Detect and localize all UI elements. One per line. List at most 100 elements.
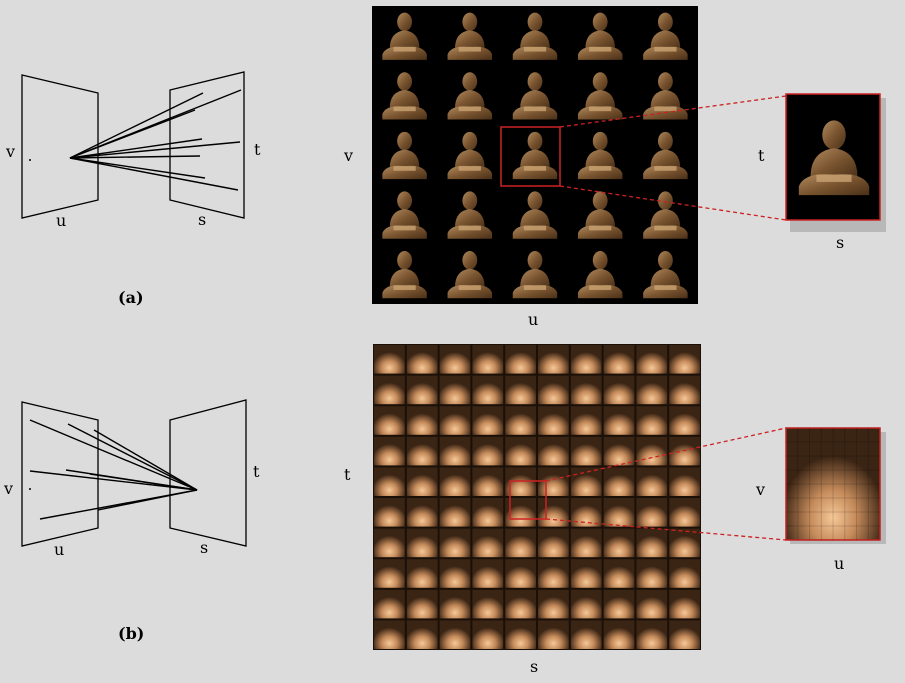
grid-b-tile bbox=[570, 345, 602, 374]
st-plane-a bbox=[169, 71, 245, 219]
zoom-b-pixel bbox=[867, 511, 881, 527]
grid-b-tile bbox=[439, 559, 471, 588]
grid-b-tile bbox=[374, 589, 405, 619]
grid-b-tile bbox=[570, 467, 602, 496]
zoom-b-pixel bbox=[856, 469, 869, 485]
grid-b-tile bbox=[603, 467, 635, 496]
zoom-b-pixel bbox=[820, 455, 834, 471]
grid-b-tile bbox=[472, 467, 504, 496]
zoom-b-pixel bbox=[785, 497, 799, 513]
zoom-b-pixel bbox=[856, 455, 869, 471]
grid-b-tile bbox=[538, 559, 569, 588]
grid-b-tile bbox=[439, 345, 471, 374]
zoom-b-pixel bbox=[785, 427, 799, 443]
grid-b-tile bbox=[439, 406, 471, 435]
zoom-b-pixel bbox=[809, 525, 822, 541]
grid-b-tile bbox=[570, 436, 602, 466]
zoom-lines-a bbox=[559, 95, 787, 221]
grid-b-tile bbox=[374, 467, 405, 496]
grid-b-tile bbox=[636, 559, 668, 588]
grid-b-tile bbox=[472, 406, 504, 435]
zoom-b-pixel bbox=[797, 455, 811, 471]
grid-b-tile bbox=[439, 589, 471, 619]
grid-b-tile bbox=[505, 406, 536, 435]
grid-b-tile bbox=[472, 436, 504, 466]
grid-b-tile bbox=[570, 559, 602, 588]
zoom-b-pixel bbox=[820, 511, 834, 527]
zoom-b-pixel bbox=[832, 483, 846, 499]
zoom-b-pixel bbox=[832, 441, 846, 457]
grid-b-tile bbox=[669, 436, 700, 466]
grid-b-tile bbox=[669, 620, 700, 649]
grid-b-tile bbox=[505, 620, 536, 649]
grid-b-tile bbox=[636, 345, 668, 374]
grid-b-tile bbox=[406, 589, 438, 619]
grid-b-tile bbox=[603, 589, 635, 619]
zoom-b-pixel bbox=[809, 455, 822, 471]
grid-b-tile bbox=[636, 436, 668, 466]
grid-b-tile bbox=[439, 436, 471, 466]
grid-b-tile bbox=[538, 345, 569, 374]
grid-b-tile bbox=[669, 589, 700, 619]
grid-a-label-v: v bbox=[344, 146, 354, 165]
zoom-b-pixel bbox=[785, 469, 799, 485]
grid-b-tile bbox=[406, 375, 438, 405]
zoom-a-label-t: t bbox=[758, 146, 765, 165]
zoom-b-pixel bbox=[867, 525, 881, 541]
grid-b-label-t: t bbox=[344, 465, 351, 484]
diagram-b-label-u: u bbox=[54, 540, 65, 559]
zoom-b-pixel bbox=[867, 427, 881, 443]
grid-b-tile bbox=[472, 620, 504, 649]
grid-b-tile bbox=[505, 589, 536, 619]
grid-b-tile bbox=[374, 345, 405, 374]
grid-b-tile bbox=[603, 528, 635, 558]
grid-b-tile bbox=[538, 498, 569, 527]
zoom-a-label-s: s bbox=[836, 233, 845, 252]
grid-b-tile bbox=[505, 436, 536, 466]
grid-b-tile bbox=[603, 345, 635, 374]
grid-b-tile bbox=[538, 436, 569, 466]
zoom-b-pixel bbox=[844, 525, 858, 541]
grid-b-tile bbox=[406, 436, 438, 466]
zoom-b-pixel bbox=[844, 483, 858, 499]
uv-plane-a bbox=[21, 74, 99, 219]
grid-b-tile bbox=[374, 498, 405, 527]
grid-b-tile bbox=[538, 620, 569, 649]
grid-b-tile bbox=[636, 467, 668, 496]
grid-b-tile bbox=[505, 559, 536, 588]
zoom-b-pixel bbox=[867, 469, 881, 485]
zoom-b-pixel bbox=[820, 497, 834, 513]
zoom-b-pixel bbox=[785, 455, 799, 471]
zoom-b-pixel bbox=[820, 469, 834, 485]
zoom-b-pixel bbox=[844, 469, 858, 485]
zoom-b-pixel bbox=[820, 427, 834, 443]
zoom-b-pixel bbox=[832, 511, 846, 527]
rays-a bbox=[69, 89, 242, 191]
grid-b-tile bbox=[374, 559, 405, 588]
grid-b-tile bbox=[570, 589, 602, 619]
zoom-b-pixel bbox=[867, 483, 881, 499]
zoom-b-pixel bbox=[867, 455, 881, 471]
grid-b-tile bbox=[636, 375, 668, 405]
grid-b-tile bbox=[669, 559, 700, 588]
zoom-b-pixel bbox=[856, 483, 869, 499]
grid-b-tile bbox=[538, 375, 569, 405]
grid-b-tile bbox=[472, 498, 504, 527]
grid-a bbox=[372, 6, 698, 304]
zoom-b-pixel bbox=[820, 441, 834, 457]
grid-b-tile bbox=[570, 620, 602, 649]
zoom-panel-a bbox=[785, 93, 886, 232]
grid-b-tile bbox=[472, 589, 504, 619]
grid-b-tile bbox=[406, 467, 438, 496]
zoom-b-pixel bbox=[844, 427, 858, 443]
grid-b-tile bbox=[636, 589, 668, 619]
grid-b-tile bbox=[439, 620, 471, 649]
zoom-b-pixel bbox=[797, 483, 811, 499]
caption-b: (b) bbox=[118, 624, 145, 643]
highlight-box-a bbox=[500, 126, 561, 187]
zoom-b-pixel bbox=[797, 525, 811, 541]
diagram-a-label-s: s bbox=[198, 210, 207, 229]
grid-b-tile bbox=[472, 528, 504, 558]
diagram-a-label-u: u bbox=[56, 211, 67, 230]
